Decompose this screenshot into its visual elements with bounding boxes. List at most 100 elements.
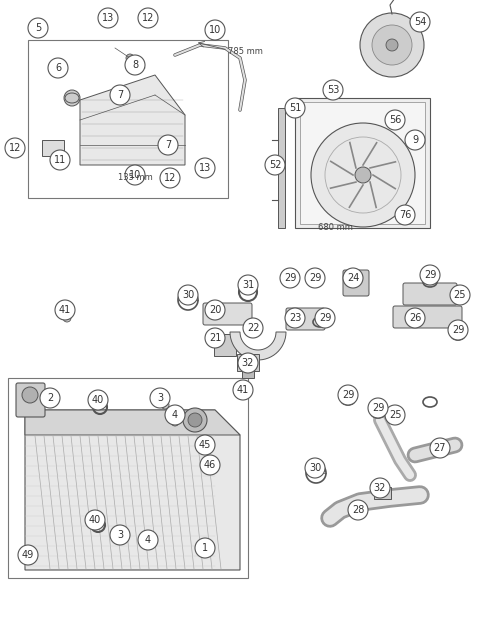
Text: 29: 29 bbox=[452, 325, 464, 335]
Text: 29: 29 bbox=[372, 403, 384, 413]
Circle shape bbox=[5, 138, 25, 158]
Circle shape bbox=[22, 387, 38, 403]
Circle shape bbox=[205, 20, 225, 40]
Ellipse shape bbox=[65, 93, 79, 103]
Text: 41: 41 bbox=[237, 385, 249, 395]
Circle shape bbox=[370, 478, 390, 498]
Circle shape bbox=[88, 390, 108, 410]
Circle shape bbox=[285, 308, 305, 328]
Circle shape bbox=[385, 405, 405, 425]
Text: 20: 20 bbox=[209, 305, 221, 315]
Text: 680 mm: 680 mm bbox=[318, 223, 353, 232]
Circle shape bbox=[160, 168, 180, 188]
Circle shape bbox=[238, 353, 258, 373]
Circle shape bbox=[110, 85, 130, 105]
Text: 24: 24 bbox=[347, 273, 359, 283]
FancyBboxPatch shape bbox=[214, 334, 236, 356]
Circle shape bbox=[125, 165, 145, 185]
Circle shape bbox=[265, 155, 285, 175]
Circle shape bbox=[368, 398, 388, 418]
Text: 7: 7 bbox=[117, 90, 123, 100]
Polygon shape bbox=[25, 410, 240, 435]
Text: 10: 10 bbox=[129, 170, 141, 180]
Text: 28: 28 bbox=[352, 505, 364, 515]
Circle shape bbox=[50, 150, 70, 170]
Circle shape bbox=[126, 54, 134, 62]
Text: 12: 12 bbox=[9, 143, 21, 153]
Text: 785 mm: 785 mm bbox=[228, 47, 263, 57]
Circle shape bbox=[195, 538, 215, 558]
Text: 7: 7 bbox=[165, 140, 171, 150]
Circle shape bbox=[450, 285, 470, 305]
Circle shape bbox=[98, 8, 118, 28]
Text: 13: 13 bbox=[102, 13, 114, 23]
Circle shape bbox=[48, 58, 68, 78]
Text: 6: 6 bbox=[55, 63, 61, 73]
Circle shape bbox=[25, 553, 35, 563]
Text: 29: 29 bbox=[342, 390, 354, 400]
Circle shape bbox=[355, 167, 371, 183]
Text: 5: 5 bbox=[35, 23, 41, 33]
Circle shape bbox=[138, 8, 158, 28]
Polygon shape bbox=[230, 332, 286, 360]
FancyBboxPatch shape bbox=[286, 308, 325, 330]
Text: 26: 26 bbox=[409, 313, 421, 323]
Text: 30: 30 bbox=[182, 290, 194, 300]
Circle shape bbox=[178, 285, 198, 305]
Circle shape bbox=[165, 405, 185, 425]
Text: 49: 49 bbox=[22, 550, 34, 560]
FancyBboxPatch shape bbox=[242, 370, 254, 378]
Circle shape bbox=[205, 328, 225, 348]
Text: 41: 41 bbox=[59, 305, 71, 315]
FancyBboxPatch shape bbox=[393, 306, 462, 328]
FancyBboxPatch shape bbox=[28, 40, 228, 198]
FancyBboxPatch shape bbox=[8, 378, 248, 578]
Circle shape bbox=[183, 408, 207, 432]
Text: 51: 51 bbox=[289, 103, 301, 113]
Text: 29: 29 bbox=[309, 273, 321, 283]
Circle shape bbox=[188, 413, 202, 427]
Circle shape bbox=[410, 12, 430, 32]
Text: 10: 10 bbox=[209, 25, 221, 35]
Circle shape bbox=[63, 314, 71, 322]
Circle shape bbox=[158, 135, 178, 155]
Text: 54: 54 bbox=[414, 17, 426, 27]
Text: 53: 53 bbox=[327, 85, 339, 95]
Polygon shape bbox=[278, 108, 285, 228]
Circle shape bbox=[161, 401, 169, 409]
Circle shape bbox=[338, 385, 358, 405]
Circle shape bbox=[360, 13, 424, 77]
FancyBboxPatch shape bbox=[42, 140, 64, 156]
Circle shape bbox=[171, 418, 179, 426]
Text: 12: 12 bbox=[142, 13, 154, 23]
Text: 45: 45 bbox=[199, 440, 211, 450]
Text: 8: 8 bbox=[132, 60, 138, 70]
Text: 32: 32 bbox=[242, 358, 254, 368]
Text: 29: 29 bbox=[424, 270, 436, 280]
Circle shape bbox=[64, 90, 80, 106]
Circle shape bbox=[386, 39, 398, 51]
Text: 22: 22 bbox=[247, 323, 259, 333]
FancyBboxPatch shape bbox=[343, 270, 369, 296]
Circle shape bbox=[285, 98, 305, 118]
Text: 30: 30 bbox=[309, 463, 321, 473]
Circle shape bbox=[372, 25, 412, 65]
Text: 27: 27 bbox=[434, 443, 446, 453]
Circle shape bbox=[238, 275, 258, 295]
Circle shape bbox=[40, 388, 60, 408]
Circle shape bbox=[28, 18, 48, 38]
Text: 32: 32 bbox=[374, 483, 386, 493]
Polygon shape bbox=[295, 98, 430, 228]
Circle shape bbox=[280, 268, 300, 288]
Circle shape bbox=[233, 380, 253, 400]
Circle shape bbox=[305, 458, 325, 478]
Text: 25: 25 bbox=[389, 410, 401, 420]
Text: 3: 3 bbox=[117, 530, 123, 540]
Text: 46: 46 bbox=[204, 460, 216, 470]
Circle shape bbox=[195, 158, 215, 178]
Circle shape bbox=[138, 530, 158, 550]
Circle shape bbox=[315, 308, 335, 328]
Circle shape bbox=[125, 55, 145, 75]
Circle shape bbox=[385, 110, 405, 130]
Text: 23: 23 bbox=[289, 313, 301, 323]
